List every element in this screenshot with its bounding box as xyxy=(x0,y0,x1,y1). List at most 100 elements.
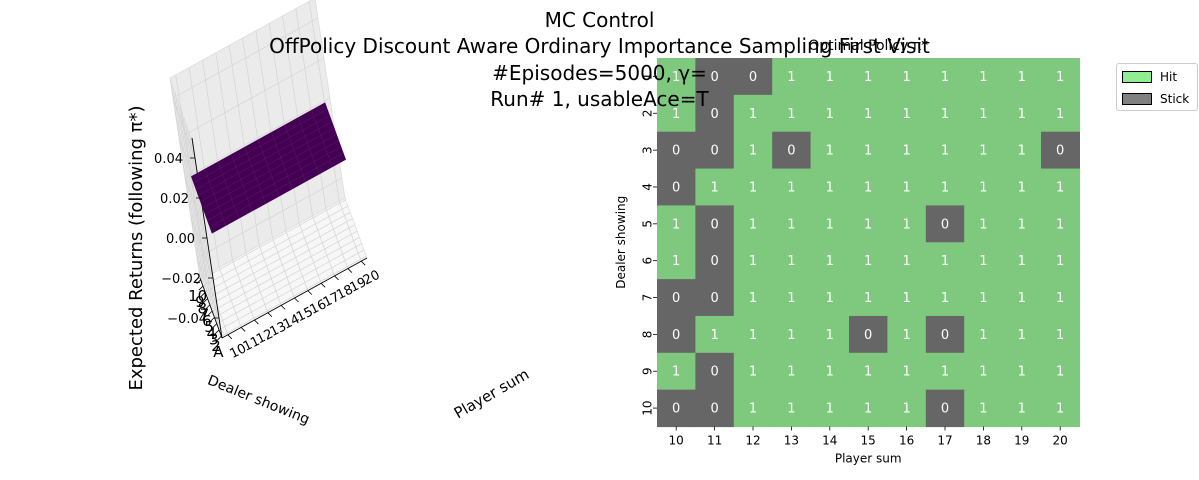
policy-heatmap: 1 0 0 1 1 1 1 1 1 1 11 0 1 1 1 1 1 1 1 1 10 0 1 0 1 1 1 1 1 1 00 1 1 1 1 1 1… xyxy=(614,38,1080,466)
heatmap-cell xyxy=(695,279,735,317)
heatmap-cell-label: 1 xyxy=(941,365,949,380)
heatmap-cell xyxy=(810,205,850,243)
y-tick-label: 6 xyxy=(202,312,212,330)
heatmap-x-tick-label: 14 xyxy=(822,434,837,448)
x-tick-label: 13 xyxy=(268,319,289,340)
grid-line xyxy=(338,201,362,262)
y-tick-label: 10 xyxy=(188,287,207,305)
heatmap-cell-label: 1 xyxy=(941,107,949,122)
heatmap-cell-label: 1 xyxy=(826,365,834,380)
surface-mesh-line xyxy=(257,139,280,197)
surface-mesh-line xyxy=(231,154,253,212)
heatmap-cell xyxy=(925,168,965,206)
heatmap-cell xyxy=(657,94,696,133)
y-tick xyxy=(205,304,211,310)
heatmap-cell xyxy=(772,94,812,133)
heatmap-cell-label: 1 xyxy=(1056,254,1064,269)
heatmap-cell xyxy=(657,315,696,354)
heatmap-cell xyxy=(1002,131,1042,170)
heatmap-cell-label: 1 xyxy=(902,217,910,232)
heatmap-cell xyxy=(925,131,965,170)
heatmap-cell-label: 0 xyxy=(710,70,718,85)
grid-line xyxy=(205,212,351,293)
x-tick xyxy=(267,312,273,318)
heatmap-cell-label: 1 xyxy=(749,365,757,380)
y-tick-label: 2 xyxy=(211,337,221,355)
surface-mesh-line xyxy=(244,147,266,204)
x-tick xyxy=(280,305,286,310)
heatmap-cell xyxy=(733,389,773,428)
heatmap-cell xyxy=(810,94,850,133)
heatmap-cell xyxy=(733,205,773,243)
heatmap-cell-label: 1 xyxy=(1018,70,1026,85)
heatmap-cell-label: 1 xyxy=(787,180,795,195)
heatmap-cell-label: 1 xyxy=(1056,402,1064,417)
heatmap-cell xyxy=(849,168,888,206)
heatmap-cell xyxy=(1041,352,1080,391)
x-tick-label: 12 xyxy=(254,327,275,348)
heatmap-cell xyxy=(849,131,888,170)
y-tick xyxy=(203,298,208,303)
heatmap-cell-label: 1 xyxy=(672,217,680,232)
heatmap-cell-label: 1 xyxy=(1056,328,1064,343)
heatmap-title: Optimal Policy π* xyxy=(808,38,928,54)
surface-mesh-line xyxy=(209,152,344,227)
heatmap-cell-label: 1 xyxy=(1056,365,1064,380)
heatmap-cell xyxy=(887,94,927,133)
heatmap-cell-label: 1 xyxy=(902,144,910,159)
legend-label-hit: Hit xyxy=(1160,70,1178,84)
heatmap-cell-label: 1 xyxy=(749,402,757,417)
z-tick-label: −0.04 xyxy=(167,312,207,327)
heatmap-cell-label: 1 xyxy=(864,291,872,306)
heatmap-cell-label: 1 xyxy=(710,180,718,195)
heatmap-cell-label: 1 xyxy=(1018,402,1026,417)
heatmap-cell xyxy=(733,279,773,317)
heatmap-cell-label: 1 xyxy=(787,107,795,122)
heatmap-cell-label: 1 xyxy=(979,291,987,306)
heatmap-cell xyxy=(657,352,696,391)
heatmap-cell-label: 1 xyxy=(749,180,757,195)
heatmap-cell-label: 1 xyxy=(979,365,987,380)
heatmap-cell xyxy=(925,58,965,96)
grid-line xyxy=(172,17,319,99)
heatmap-cell-label: 1 xyxy=(864,107,872,122)
heatmap-cell xyxy=(657,168,696,206)
heatmap-y-tick-label: 10 xyxy=(641,400,655,415)
heatmap-cell xyxy=(657,389,696,428)
x-tick-label: 17 xyxy=(321,290,342,311)
heatmap-cell xyxy=(772,131,812,170)
heatmap-cell xyxy=(657,58,696,96)
heatmap-x-tick-label: 17 xyxy=(937,434,952,448)
heatmap-cell-label: 1 xyxy=(979,180,987,195)
heatmap-y-tick-label: 2 xyxy=(641,109,655,117)
heatmap-cell xyxy=(1041,168,1080,206)
grid-line xyxy=(214,237,360,318)
heatmap-cell-label: 1 xyxy=(787,328,795,343)
heatmap-cell xyxy=(964,168,1004,206)
heatmap-cell xyxy=(849,389,888,428)
surface-mesh-line xyxy=(193,109,328,184)
grid-line xyxy=(200,199,346,281)
heatmap-cell-label: 1 xyxy=(749,107,757,122)
heatmap-cell xyxy=(964,352,1004,391)
heatmap-cell xyxy=(772,389,812,428)
heatmap-cell-label: 1 xyxy=(1018,328,1026,343)
heatmap-cell xyxy=(733,315,773,354)
heatmap-cell-label: 1 xyxy=(1056,217,1064,232)
heatmap-cell-label: 1 xyxy=(787,402,795,417)
heatmap-cell-label: 1 xyxy=(979,107,987,122)
heatmap-x-tick-label: 16 xyxy=(899,434,914,448)
y-tick-label: 8 xyxy=(197,299,207,317)
surface-mesh-line xyxy=(311,110,333,167)
heatmap-cell xyxy=(849,315,888,354)
heatmap-cell-label: 0 xyxy=(941,402,949,417)
heatmap-cell-label: 1 xyxy=(979,254,987,269)
z-tick-label: 0.02 xyxy=(160,192,189,207)
heatmap-cell xyxy=(810,58,850,96)
heatmap-cell-label: 0 xyxy=(672,291,680,306)
heatmap-cell xyxy=(657,279,696,317)
heatmap-cell xyxy=(1002,315,1042,354)
heatmap-cell xyxy=(695,389,735,428)
y-tick xyxy=(214,329,220,335)
